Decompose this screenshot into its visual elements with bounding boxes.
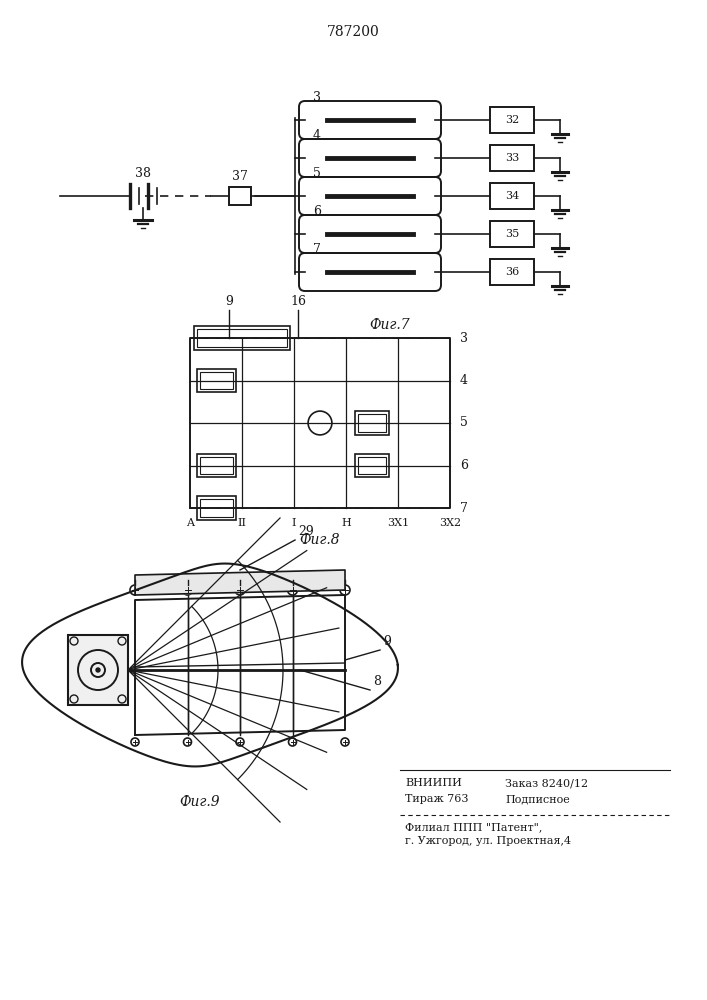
Text: 38: 38	[135, 167, 151, 180]
Text: 9: 9	[225, 295, 233, 308]
Text: Фиг.7: Фиг.7	[370, 318, 410, 332]
Text: Подписное: Подписное	[505, 794, 570, 804]
Bar	[358, 414, 386, 432]
Text: A: A	[186, 518, 194, 528]
Text: Фиг.9: Фиг.9	[180, 795, 221, 809]
Bar	[490, 107, 534, 133]
Text: 6: 6	[460, 459, 468, 472]
Text: 29: 29	[298, 525, 314, 538]
Text: Фиг.8: Фиг.8	[300, 533, 340, 547]
Text: 4: 4	[460, 374, 468, 387]
Text: ВНИИПИ: ВНИИПИ	[405, 778, 462, 788]
Text: 5: 5	[313, 167, 321, 180]
Text: 7: 7	[460, 502, 468, 514]
Text: 34: 34	[505, 191, 519, 201]
Text: 5: 5	[460, 416, 468, 430]
Text: Филиал ППП "Патент",: Филиал ППП "Патент",	[405, 822, 542, 832]
Text: 3: 3	[460, 332, 468, 344]
Text: 36: 36	[505, 267, 519, 277]
Text: 32: 32	[505, 115, 519, 125]
Text: 7: 7	[313, 243, 321, 256]
Text: 35: 35	[505, 229, 519, 239]
Text: 3: 3	[313, 91, 321, 104]
Text: Тираж 763: Тираж 763	[405, 794, 469, 804]
Bar	[199, 457, 233, 474]
Bar	[490, 145, 534, 171]
Bar	[199, 372, 233, 389]
Text: г. Ужгород, ул. Проектная,4: г. Ужгород, ул. Проектная,4	[405, 836, 571, 846]
Bar	[68, 635, 128, 705]
Bar	[229, 187, 251, 205]
Text: 16: 16	[291, 295, 306, 308]
Text: 3X1: 3X1	[387, 518, 409, 528]
Bar	[490, 259, 534, 285]
Text: H: H	[341, 518, 351, 528]
Bar	[194, 326, 290, 350]
Bar	[197, 454, 235, 477]
Bar	[355, 411, 389, 435]
Text: 9: 9	[383, 635, 391, 648]
Circle shape	[96, 668, 100, 672]
Bar	[355, 454, 389, 477]
Text: 33: 33	[505, 153, 519, 163]
Bar	[197, 329, 287, 347]
Bar	[197, 496, 235, 520]
Text: I: I	[292, 518, 296, 528]
Text: Заказ 8240/12: Заказ 8240/12	[505, 778, 588, 788]
Text: 3X2: 3X2	[439, 518, 461, 528]
Text: 6: 6	[313, 205, 321, 218]
Polygon shape	[135, 570, 345, 595]
Bar	[197, 369, 235, 392]
Text: 37: 37	[232, 170, 248, 183]
Text: 4: 4	[313, 129, 321, 142]
Text: 8: 8	[373, 675, 381, 688]
Text: II: II	[238, 518, 247, 528]
Bar	[358, 457, 386, 474]
Bar	[199, 499, 233, 517]
Text: 787200: 787200	[327, 25, 380, 39]
Bar	[490, 221, 534, 247]
Bar	[490, 183, 534, 209]
